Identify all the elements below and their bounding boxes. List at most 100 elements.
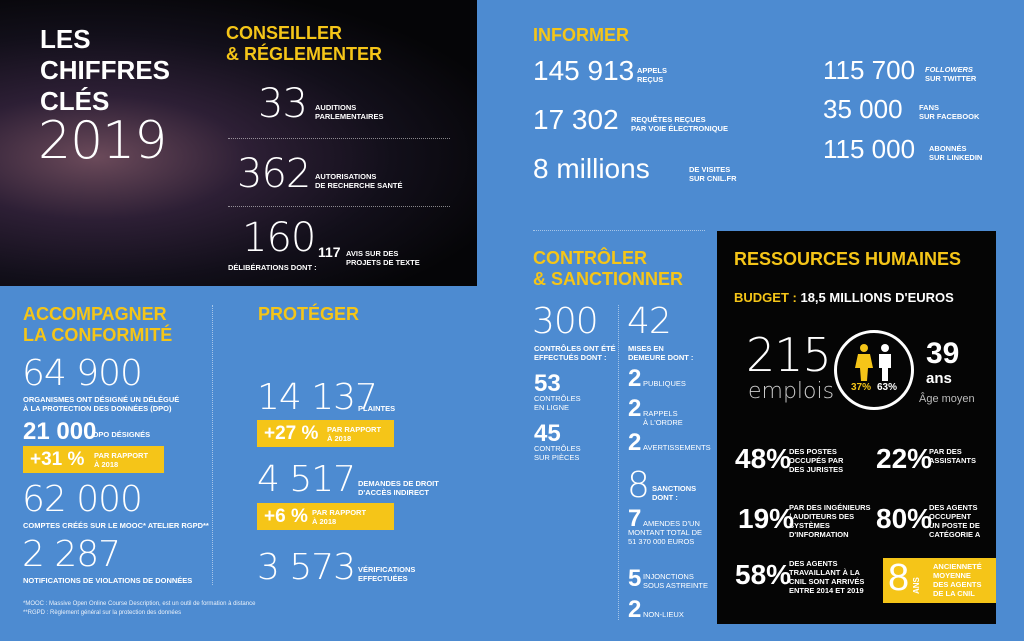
linkedin-label-2: SUR LINKEDIN xyxy=(929,153,983,162)
violations-number: 2 287 xyxy=(22,534,121,575)
accompagner-heading-line2: LA CONFORMITÉ xyxy=(23,325,173,345)
juristes-label: DES POSTES OCCUPÉS PAR DES JURISTES xyxy=(789,447,843,474)
acces-growth-label-2: À 2018 xyxy=(312,517,337,526)
ingenieurs-label: PAR DES INGÉNIEURS / AUDITEURS DES SYSTÈ… xyxy=(789,503,871,539)
autorisations-label-1: AUTORISATIONS xyxy=(315,172,377,181)
rappels-label: RAPPELS À L'ORDRE xyxy=(643,409,683,427)
dpo-growth-label-2: À 2018 xyxy=(94,460,119,469)
linkedin-label-1: ABONNÉS xyxy=(929,144,967,153)
budget-value: 18,5 MILLIONS D'EUROS xyxy=(800,290,954,305)
gender-icons xyxy=(855,344,891,381)
footnote-mooc: *MOOC : Massive Open Online Course Descr… xyxy=(23,601,256,607)
publiques-label: PUBLIQUES xyxy=(643,379,686,388)
appels-label: APPELS REÇUS xyxy=(637,66,667,84)
emplois-number: 215 xyxy=(746,328,832,382)
dpo-organismes-label: ORGANISMES ONT DÉSIGNÉ UN DÉLÉGUÉ À LA P… xyxy=(23,395,179,413)
age-number: 39 xyxy=(926,337,960,370)
dpo-growth-badge: +31 % PAR RAPPORT À 2018 xyxy=(23,446,164,473)
visites-label-1: DE VISITES xyxy=(689,165,731,174)
accompagner-heading: ACCOMPAGNER LA CONFORMITÉ xyxy=(23,304,172,346)
plaintes-growth-label: PAR RAPPORT À 2018 xyxy=(327,425,381,443)
injonctions-label: INJONCTIONS SOUS ASTREINTE xyxy=(643,572,708,590)
mises-number: 42 xyxy=(627,301,672,342)
ingenieurs-label-2: / AUDITEURS DES xyxy=(789,512,855,521)
avis-label-1: AVIS SUR DES xyxy=(346,249,399,258)
acces-growth-label: PAR RAPPORT À 2018 xyxy=(312,508,366,526)
anciennete-label-4: DE LA CNIL xyxy=(933,589,975,598)
dpo-designes-number: 21 000 xyxy=(23,418,97,445)
conseiller-heading-line2: & RÉGLEMENTER xyxy=(226,44,383,64)
twitter-label-1: FOLLOWERS xyxy=(925,65,973,74)
amendes-label: AMENDES D'UN MONTANT TOTAL DE 51 370 000… xyxy=(628,519,702,546)
dpo-organismes-label-1: ORGANISMES ONT DÉSIGNÉ UN DÉLÉGUÉ xyxy=(23,395,180,404)
arrivees-label-1: DES AGENTS xyxy=(789,559,838,568)
auditions-number: 33 xyxy=(258,81,308,127)
categorie-a-pct: 80% xyxy=(876,503,933,534)
facebook-label-1: FANS xyxy=(919,103,940,112)
divider xyxy=(212,305,213,585)
amendes-label-1: AMENDES D'UN xyxy=(643,519,700,528)
visites-number: 8 millions xyxy=(533,153,650,184)
acces-label-1: DEMANDES DE DROIT xyxy=(358,479,439,488)
appels-label-2: REÇUS xyxy=(637,75,664,84)
title-block: LES CHIFFRES CLÉS xyxy=(40,24,170,117)
appels-number: 145 913 xyxy=(533,55,635,86)
anciennete-box: 8 ANS ANCIENNETÉ MOYENNE DES AGENTS DE L… xyxy=(883,558,996,603)
facebook-number: 35 000 xyxy=(823,94,903,124)
requetes-label: REQUÊTES REÇUES PAR VOIE ÉLECTRONIQUE xyxy=(631,115,728,133)
auditions-label: AUDITIONS PARLEMENTAIRES xyxy=(315,103,383,121)
injonctions-label-1: INJONCTIONS xyxy=(643,572,694,581)
age-label: Âge moyen xyxy=(919,393,975,405)
ingenieurs-label-4: D'INFORMATION xyxy=(789,530,849,539)
linkedin-number: 115 000 xyxy=(823,134,916,164)
auditions-label-1: AUDITIONS xyxy=(315,103,357,112)
controles-number: 300 xyxy=(532,301,599,342)
arrivees-label-2: TRAVAILLANT À LA xyxy=(789,568,860,577)
female-pct: 37% xyxy=(851,382,872,393)
female-icon xyxy=(855,344,873,381)
non-lieux-number: 2 xyxy=(628,596,642,623)
budget-label: BUDGET : xyxy=(734,290,797,305)
footnotes: *MOOC : Massive Open Online Course Descr… xyxy=(23,600,255,618)
age-unit: ans xyxy=(926,370,952,387)
divider xyxy=(533,230,705,231)
juristes-label-3: DES JURISTES xyxy=(789,465,844,474)
title-year: 2019 xyxy=(38,111,167,171)
sanctions-label-2: DONT : xyxy=(652,493,678,502)
verifications-label-2: EFFECTUÉES xyxy=(358,574,408,583)
twitter-number: 115 700 xyxy=(823,55,916,85)
visites-label-2: SUR CNIL.FR xyxy=(689,174,737,183)
plaintes-growth-label-2: À 2018 xyxy=(327,434,352,443)
conseiller-heading: CONSEILLER & RÉGLEMENTER xyxy=(226,23,382,65)
en-ligne-label-2: EN LIGNE xyxy=(534,403,570,412)
divider xyxy=(228,138,450,139)
male-icon xyxy=(879,344,891,381)
arrivees-label-3: CNIL SONT ARRIVÉS xyxy=(789,577,865,586)
plaintes-growth-label-1: PAR RAPPORT xyxy=(327,425,382,434)
autorisations-number: 362 xyxy=(237,151,311,197)
conseiller-heading-line1: CONSEILLER xyxy=(226,23,343,43)
title-line3: CLÉS xyxy=(40,86,110,116)
en-ligne-label: CONTRÔLES EN LIGNE xyxy=(534,394,581,412)
sur-pieces-label: CONTRÔLES SUR PIÈCES xyxy=(534,444,581,462)
controler-heading-line1: CONTRÔLER xyxy=(533,248,647,268)
budget: BUDGET : 18,5 MILLIONS D'EUROS xyxy=(734,290,954,305)
controles-label-1: CONTRÔLES ONT ÉTÉ xyxy=(534,344,616,353)
autorisations-label: AUTORISATIONS DE RECHERCHE SANTÉ xyxy=(315,172,403,190)
en-ligne-label-1: CONTRÔLES xyxy=(534,394,581,403)
divider xyxy=(228,206,450,207)
controles-label: CONTRÔLES ONT ÉTÉ EFFECTUÉS DONT : xyxy=(534,344,616,362)
deliberations-label: DÉLIBÉRATIONS DONT : xyxy=(228,263,317,272)
acces-label: DEMANDES DE DROIT D'ACCÈS INDIRECT xyxy=(358,479,439,497)
title-line1: LES xyxy=(40,24,91,54)
verifications-number: 3 573 xyxy=(257,547,356,588)
requetes-label-1: REQUÊTES REÇUES xyxy=(631,115,706,124)
appels-label-1: APPELS xyxy=(637,66,668,75)
sur-pieces-number: 45 xyxy=(534,420,561,447)
controler-heading-line2: & SANCTIONNER xyxy=(533,269,684,289)
avis-number: 117 xyxy=(318,244,341,260)
amendes-label-2: MONTANT TOTAL DE xyxy=(628,528,703,537)
amendes-number: 7 xyxy=(628,505,642,532)
acces-number: 4 517 xyxy=(257,459,356,500)
accompagner-heading-line1: ACCOMPAGNER xyxy=(23,304,167,324)
